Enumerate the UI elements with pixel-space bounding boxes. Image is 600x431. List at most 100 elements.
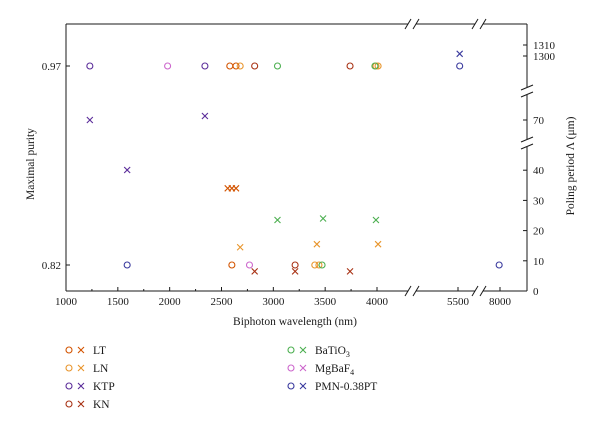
- legend-circle-marker: [65, 364, 73, 372]
- y-right-tick-label: 10: [533, 256, 545, 268]
- legend-cross-marker: [299, 364, 307, 372]
- y-right-tick-label: 70: [533, 115, 545, 127]
- y-right-tick-label: 0: [533, 286, 539, 298]
- axis-break-mark: [404, 18, 412, 30]
- purity-point-ktp: [86, 62, 94, 70]
- marks-layer: [86, 50, 503, 275]
- period-point-kn: [291, 267, 299, 275]
- period-point-ktp-stroke: [201, 112, 209, 120]
- axis-break-mark: [520, 84, 534, 91]
- purity-point-lt: [232, 62, 240, 70]
- purity-point-mgbaf4: [245, 261, 254, 269]
- period-point-ktp: [86, 116, 94, 124]
- purity-point-batio3: [273, 62, 282, 70]
- period-point-kn: [251, 267, 259, 275]
- legend-item-mgbaf4: MgBaF4: [287, 363, 354, 377]
- period-point-ln: [374, 240, 382, 248]
- legend-cross-marker: [77, 364, 85, 372]
- legend-label: PMN-0.38PT: [315, 381, 377, 393]
- axis-break-mark: [479, 18, 487, 30]
- axis-break-mark: [471, 285, 479, 297]
- period-point-kn-stroke: [291, 267, 299, 275]
- legend-label-subscript: 4: [350, 368, 354, 377]
- legend-circle-marker: [287, 382, 295, 390]
- axes-layer: 1000 1500 2000 2500 3000 3500 4000 5500 8000 0.97…: [42, 18, 556, 308]
- legend-item-ln: LN: [65, 363, 109, 375]
- period-point-batio3: [372, 216, 380, 224]
- legend-circle-marker: [287, 364, 295, 372]
- axis-break-mark: [520, 143, 534, 150]
- x-axis-title: Biphoton wavelength (nm): [233, 316, 357, 328]
- period-point-lt: [232, 184, 240, 192]
- period-point-ktp: [201, 112, 209, 120]
- purity-point-ln: [236, 62, 244, 70]
- y-left-tick-label: 0.82: [42, 260, 61, 272]
- legend-cross-marker: [299, 346, 307, 354]
- y-right-tick-label: 1310: [533, 40, 556, 52]
- axis-break-mark: [520, 91, 534, 98]
- period-point-kn-stroke: [346, 267, 354, 275]
- period-point-lt-stroke: [232, 184, 240, 192]
- legend-item-batio3: BaTiO3: [287, 345, 350, 359]
- legend-label: MgBaF4: [315, 363, 354, 377]
- legend-label: KN: [93, 399, 110, 411]
- legend-label: KTP: [93, 381, 115, 393]
- y-right-tick-label: 1300: [533, 51, 556, 63]
- purity-point-pmn-0-38pt: [123, 261, 131, 269]
- legend-circle-marker: [65, 346, 73, 354]
- period-point-pmn-0-38pt: [456, 50, 464, 58]
- purity-point-kn: [346, 62, 354, 70]
- y-right-tick-label: 20: [533, 226, 545, 238]
- x-tick-label: 3000: [262, 296, 285, 308]
- purity-point-batio3: [371, 62, 379, 70]
- legend-circle-marker: [65, 382, 73, 390]
- y-right-tick-label: 30: [533, 195, 545, 207]
- period-point-ktp: [123, 166, 131, 174]
- purity-point-kn: [251, 62, 259, 70]
- period-point-batio3: [274, 216, 281, 224]
- legend-item-pmn-0-38pt: PMN-0.38PT: [287, 381, 377, 393]
- period-point-ln: [236, 243, 244, 251]
- axis-break-mark: [404, 285, 412, 297]
- period-point-ktp-stroke: [86, 116, 94, 124]
- period-point-batio3-stroke: [372, 216, 380, 224]
- legend-cross-marker: [77, 382, 85, 390]
- legend-label: LN: [93, 363, 109, 375]
- purity-point-ktp: [201, 62, 209, 70]
- purity-point-batio3: [318, 261, 326, 269]
- x-tick-label: 8000: [489, 296, 512, 308]
- purity-point-lt: [228, 261, 236, 269]
- y-axis-left-title: Maximal purity: [25, 128, 37, 200]
- axis-break-mark: [520, 136, 534, 143]
- x-tick-label: 2500: [211, 296, 234, 308]
- legend-cross-marker: [299, 382, 307, 390]
- axis-break-mark: [412, 18, 420, 30]
- x-tick-label: 1000: [55, 296, 78, 308]
- axis-break-mark: [479, 285, 487, 297]
- period-point-kn-stroke: [251, 267, 259, 275]
- legend: LT LN KTP KN BaTiO3 MgBaF4 PMN-0.38PT: [65, 345, 377, 411]
- period-point-batio3: [319, 215, 327, 222]
- period-point-ln: [313, 240, 321, 248]
- x-tick-label: 5500: [447, 296, 470, 308]
- period-point-ln-stroke: [236, 243, 244, 251]
- purity-point-kn: [291, 261, 299, 269]
- purity-point-ln: [374, 62, 382, 70]
- legend-label: BaTiO3: [315, 345, 350, 359]
- period-point-ln-stroke: [313, 240, 321, 248]
- purity-point-ln: [315, 261, 323, 269]
- legend-item-ktp: KTP: [65, 381, 115, 393]
- x-tick-label: 2000: [159, 296, 182, 308]
- period-point-batio3-stroke: [274, 216, 281, 224]
- x-tick-label: 1500: [107, 296, 130, 308]
- legend-cross-marker: [77, 400, 85, 408]
- purity-point-pmn-0-38pt: [495, 261, 503, 269]
- period-point-kn: [346, 267, 354, 275]
- period-point-ln-stroke: [374, 240, 382, 248]
- period-point-ktp-stroke: [123, 166, 131, 174]
- period-point-batio3-stroke: [319, 215, 327, 222]
- legend-item-lt: LT: [65, 345, 106, 357]
